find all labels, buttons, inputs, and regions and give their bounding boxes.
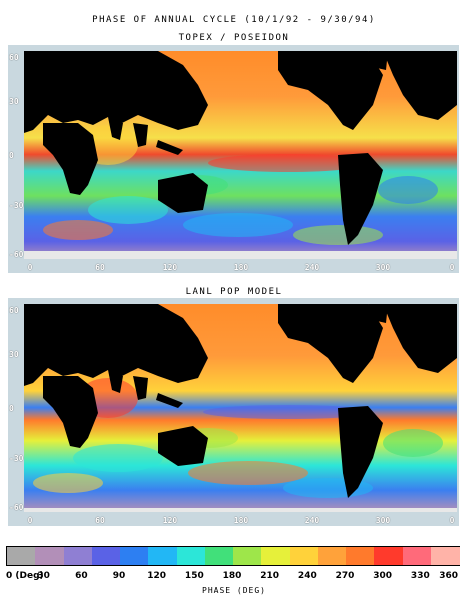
colorbar-segment [35,547,64,565]
north-america-land [278,304,383,383]
colorbar-segment [289,547,319,565]
india-land [133,376,148,400]
colorbar-tick-label: 90 [112,571,126,581]
colorbar-segment [148,547,177,565]
colorbar-tick-label: 300 [373,571,393,581]
colorbar-tick-label: 120 [147,571,167,581]
colorbar-segment [233,547,262,565]
lon-tick: 120 [162,263,178,272]
lon-tick: 0 [27,516,33,525]
colorbar-tick-label: 150 [184,571,204,581]
panel-title-lanl: LANL POP MODEL [185,287,283,297]
lon-tick: 240 [304,516,320,525]
colorbar-segment [91,547,121,565]
colorbar-tick-label: 0 (Deg) [6,571,44,581]
lon-tick: 0 [449,263,455,272]
colorbar-tick-label: 270 [335,571,355,581]
colorbar-segment [7,547,36,565]
colorbar-segment [346,547,375,565]
phase-map-topex [24,51,457,259]
europe-land [383,51,457,120]
south-america-land [338,153,383,245]
africa-land [43,376,98,448]
colorbar-tick-label: 30 [37,571,50,581]
colorbar-segment [430,547,460,565]
colorbar-segment [120,547,149,565]
colorbar-tick-label: 240 [297,571,317,581]
india-land [133,123,148,147]
continents [24,304,457,498]
lon-tick: 0 [449,516,455,525]
figure-title: PHASE OF ANNUAL CYCLE (10/1/92 - 9/30/94… [92,15,376,25]
europe-land [383,304,457,373]
colorbar [6,546,460,566]
colorbar-tick-label: 210 [260,571,280,581]
lat-tick: 30 [9,350,19,359]
colorbar-segment [261,547,290,565]
colorbar-segment [374,547,403,565]
lat-tick: 0 [9,151,14,160]
greenland-land [368,304,388,323]
map-panel-topex: 60 30 0 -30 -60 0 60 120 180 240 300 0 [8,45,459,273]
lon-tick: 180 [233,516,249,525]
colorbar-title: PHASE (DEG) [202,586,266,595]
antarctic-ice [24,508,457,512]
indonesia-land [156,140,183,155]
lat-tick: -60 [9,503,24,512]
colorbar-tick-label: 180 [222,571,242,581]
colorbar-tick-label: 360 [439,571,458,581]
lon-tick: 0 [27,263,33,272]
lon-tick: 300 [375,263,391,272]
south-america-land [338,406,383,498]
lat-tick: 60 [9,53,19,62]
colorbar-segment [176,547,206,565]
colorbar-segment [204,547,234,565]
lon-tick: 60 [95,263,105,272]
panel-title-topex: TOPEX / POSEIDON [178,33,290,43]
continents [24,51,457,245]
lat-tick: 30 [9,97,19,106]
arabia-land [108,370,123,393]
colorbar-tick-label: 60 [75,571,88,581]
lat-tick: -30 [9,454,24,463]
eurasia-land [24,304,208,386]
lat-tick: -30 [9,201,24,210]
colorbar-segment [317,547,347,565]
africa-land [43,123,98,195]
indonesia-land [156,393,183,408]
lon-tick: 120 [162,516,178,525]
australia-land [158,426,208,466]
greenland-land [368,51,388,70]
lon-tick: 180 [233,263,249,272]
lon-tick: 60 [95,516,105,525]
lon-tick: 300 [375,516,391,525]
colorbar-labels: 0 (Deg) 30 60 90 120 150 180 210 240 270 300 330 360 [6,571,460,583]
colorbar-segment [63,547,93,565]
lat-tick: -60 [9,250,24,259]
australia-land [158,173,208,213]
colorbar-tick-label: 330 [410,571,430,581]
lon-tick: 240 [304,263,320,272]
antarctic-ice [24,251,457,259]
lat-tick: 0 [9,404,14,413]
north-america-land [278,51,383,130]
arabia-land [108,117,123,140]
colorbar-segment [402,547,432,565]
map-panel-lanl: 60 30 0 -30 -60 0 60 120 180 240 300 0 [8,298,459,526]
phase-map-lanl [24,304,457,512]
eurasia-land [24,51,208,133]
lat-tick: 60 [9,306,19,315]
